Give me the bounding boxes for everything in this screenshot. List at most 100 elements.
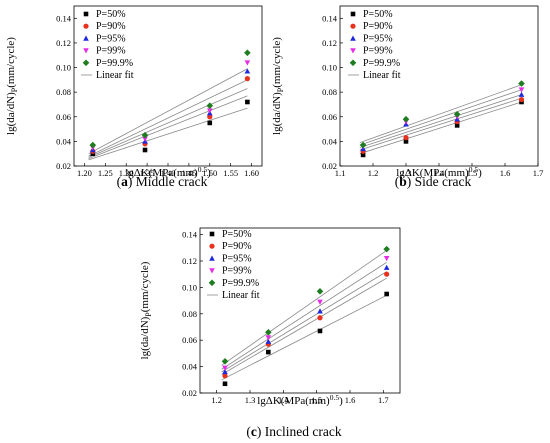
data-point (244, 76, 250, 82)
linear-fit-line (221, 250, 387, 366)
data-point (245, 99, 250, 105)
data-point (244, 49, 251, 57)
legend: P=50%P=90%P=95% P=99%P=99.9%Linear fit (348, 9, 401, 81)
legend-marker (349, 59, 357, 67)
data-point (221, 358, 229, 365)
legend-label: P=90% (96, 21, 126, 32)
legend-label: P=99% (222, 266, 252, 277)
y-tick-label: 0.02 (322, 161, 337, 171)
y-tick-label: 0.06 (182, 335, 197, 345)
data-point (206, 102, 214, 109)
y-tick-label: 0.12 (182, 256, 197, 266)
data-point (222, 368, 228, 375)
x-tick-label: 1.60 (244, 168, 259, 178)
x-tick-label: 1.1 (335, 168, 346, 178)
legend-marker (209, 243, 215, 249)
legend-label: P=95% (363, 33, 393, 44)
data-point (317, 328, 323, 334)
legend-marker (209, 268, 215, 274)
linear-fit-line (359, 101, 522, 155)
plot-frame (199, 227, 401, 394)
legend: P=50%P=90%P=95% P=99%P=99.9%Linear fit (207, 229, 260, 301)
legend-marker (83, 23, 89, 29)
x-tick-label: 1.45 (181, 168, 196, 178)
data-point (403, 135, 409, 141)
data-point (518, 91, 525, 97)
x-axis-label: lgΔK(MPa(mm)0.5) (125, 165, 211, 179)
linear-fit-line (359, 94, 522, 148)
legend-label: P=50% (222, 229, 252, 240)
legend-marker (82, 59, 90, 67)
data-point (317, 308, 323, 314)
x-tick-label: 1.6 (500, 168, 511, 178)
legend-label: P=99% (363, 46, 393, 57)
data-point (518, 87, 525, 93)
linear-fit-line (359, 97, 522, 151)
legend-label: Linear fit (96, 70, 134, 81)
legend-marker (350, 48, 356, 54)
data-point (89, 141, 97, 149)
data-point (360, 152, 366, 158)
x-axis-label: lgΔK(MPa(mm)0.5) (257, 393, 343, 407)
legend-marker (83, 35, 89, 41)
legend-label: Linear fit (222, 290, 260, 301)
legend-marker (350, 35, 356, 41)
y-tick-label: 0.08 (56, 87, 71, 97)
y-axis-label: lg(da/dN)P(mm/cycle) (139, 261, 153, 359)
x-tick-label: 1.5 (311, 395, 322, 405)
data-point (265, 335, 272, 341)
data-point (384, 271, 390, 277)
y-tick-label: 0.04 (56, 136, 72, 146)
y-tick-label: 0.04 (182, 362, 198, 372)
data-point (207, 114, 213, 120)
x-tick-label: 1.2 (211, 395, 222, 405)
legend: P=50%P=90%P=95% P=99%P=99.9%Linear fit (81, 9, 134, 81)
linear-fit-line (359, 89, 522, 146)
linear-fit-line (88, 88, 248, 158)
data-point (453, 111, 461, 118)
x-tick-label: 1.55 (223, 168, 238, 178)
linear-fit-line (88, 68, 248, 155)
y-tick-label: 0.14 (182, 230, 198, 240)
panel-caption: (b) Side crack (395, 174, 472, 189)
linear-fit-line (359, 84, 522, 143)
data-point (265, 328, 272, 336)
legend-marker (209, 231, 215, 237)
y-tick-label: 0.08 (182, 309, 197, 319)
linear-fit-line (221, 271, 387, 373)
legend-label: P=90% (363, 21, 393, 32)
data-point (207, 120, 213, 126)
y-tick-label: 0.02 (182, 388, 197, 398)
y-tick-label: 0.14 (322, 13, 338, 23)
y-tick-label: 0.08 (322, 87, 337, 97)
data-point (222, 381, 228, 387)
data-point (383, 256, 390, 262)
y-tick-label: 0.02 (56, 161, 71, 171)
y-tick-label: 0.12 (56, 38, 71, 48)
linear-fit-line (221, 261, 387, 370)
x-tick-label: 1.3 (401, 168, 412, 178)
legend-marker (350, 11, 356, 17)
legend-marker (83, 11, 89, 17)
panel-caption: (a) Middle crack (117, 174, 208, 189)
data-point (383, 245, 390, 253)
x-tick-label: 1.20 (77, 168, 92, 178)
data-point (454, 123, 460, 128)
x-tick-label: 1.2 (368, 168, 379, 178)
linear-fit-line (88, 95, 248, 159)
x-tick-label: 1.3 (245, 395, 256, 405)
x-tick-label: 1.7 (533, 168, 544, 178)
data-point (383, 264, 390, 270)
data-point (402, 115, 410, 123)
legend-label: P=99.9% (222, 278, 259, 289)
chart-panel-c: 1.2 1.3 1.4 1.5 1.6 1.7 0.02 0.04 0.06 0.08 0.10 0.… (139, 227, 401, 439)
data-point (403, 139, 409, 144)
y-tick-label: 0.10 (56, 63, 71, 73)
linear-fit-line (221, 294, 387, 381)
data-point (222, 365, 228, 371)
data-point (222, 373, 228, 379)
y-tick-label: 0.14 (56, 13, 72, 23)
legend-label: P=50% (363, 9, 393, 20)
linear-fit-line (221, 277, 387, 375)
